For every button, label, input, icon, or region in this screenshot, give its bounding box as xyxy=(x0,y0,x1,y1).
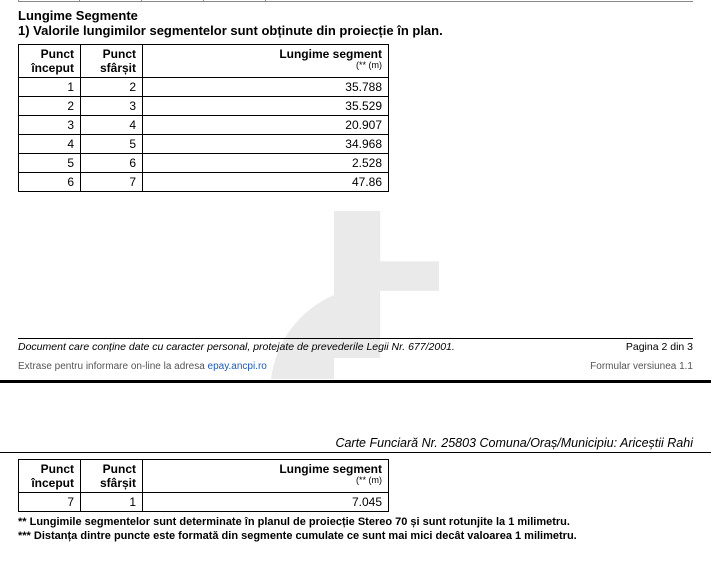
footer-row: Document care conține date cu caracter p… xyxy=(18,338,693,353)
cell-start: 5 xyxy=(19,154,81,173)
footnotes: ** Lungimile segmentelor sunt determinat… xyxy=(18,516,693,544)
cell-length: 35.788 xyxy=(143,78,389,97)
cell-length: 20.907 xyxy=(143,116,389,135)
cell-start: 4 xyxy=(19,135,81,154)
extras-text: Extrase pentru informare on-line la adre… xyxy=(18,361,267,372)
segments-table-1: Punct început Punct sfârșit Lungime segm… xyxy=(18,44,389,192)
footnote-2: *** Distanța dintre puncte este formată … xyxy=(18,530,693,544)
cell-length: 34.968 xyxy=(143,135,389,154)
prev-table-edge xyxy=(18,0,693,2)
cell-length: 35.529 xyxy=(143,97,389,116)
page-separator xyxy=(0,380,711,390)
cell-start: 1 xyxy=(19,78,81,97)
th-length-2: Lungime segment (** (m) xyxy=(143,460,389,493)
table-row: 4534.968 xyxy=(19,135,389,154)
cell-end: 5 xyxy=(81,135,143,154)
section-subtitle: 1) Valorile lungimilor segmentelor sunt … xyxy=(18,23,693,38)
footer-page-info: Pagina 2 din 3 xyxy=(626,341,693,353)
cell-end: 7 xyxy=(81,173,143,192)
cell-start: 2 xyxy=(19,97,81,116)
table-row: 6747.86 xyxy=(19,173,389,192)
table-row: 1235.788 xyxy=(19,78,389,97)
page-2: Punct început Punct sfârșit Lungime segm… xyxy=(0,453,711,546)
th-end-2: Punct sfârșit xyxy=(81,460,143,493)
footnote-1: ** Lungimile segmentelor sunt determinat… xyxy=(18,516,693,530)
cell-end: 1 xyxy=(81,493,143,512)
cell-length: 7.045 xyxy=(143,493,389,512)
cell-end: 3 xyxy=(81,97,143,116)
table-row: 2335.529 xyxy=(19,97,389,116)
cell-end: 4 xyxy=(81,116,143,135)
table-row: 717.045 xyxy=(19,493,389,512)
extras-link[interactable]: epay.ancpi.ro xyxy=(208,361,267,372)
page-1: Lungime Segmente 1) Valorile lungimilor … xyxy=(0,4,711,380)
th-start-2: Punct început xyxy=(19,460,81,493)
section-title: Lungime Segmente xyxy=(18,8,693,23)
table-row: 3420.907 xyxy=(19,116,389,135)
cell-start: 6 xyxy=(19,173,81,192)
cell-end: 6 xyxy=(81,154,143,173)
segments-table-2: Punct început Punct sfârșit Lungime segm… xyxy=(18,459,389,512)
th-end: Punct sfârșit xyxy=(81,45,143,78)
page2-header: Carte Funciară Nr. 25803 Comuna/Oraș/Mun… xyxy=(0,416,711,453)
cell-end: 2 xyxy=(81,78,143,97)
footer-disclaimer: Document care conține date cu caracter p… xyxy=(18,341,455,353)
cell-start: 3 xyxy=(19,116,81,135)
cell-length: 47.86 xyxy=(143,173,389,192)
extras-row: Extrase pentru informare on-line la adre… xyxy=(18,361,693,378)
th-length: Lungime segment (** (m) xyxy=(143,45,389,78)
cell-start: 7 xyxy=(19,493,81,512)
th-start: Punct început xyxy=(19,45,81,78)
table-row: 562.528 xyxy=(19,154,389,173)
form-version: Formular versiunea 1.1 xyxy=(590,361,693,372)
cell-length: 2.528 xyxy=(143,154,389,173)
